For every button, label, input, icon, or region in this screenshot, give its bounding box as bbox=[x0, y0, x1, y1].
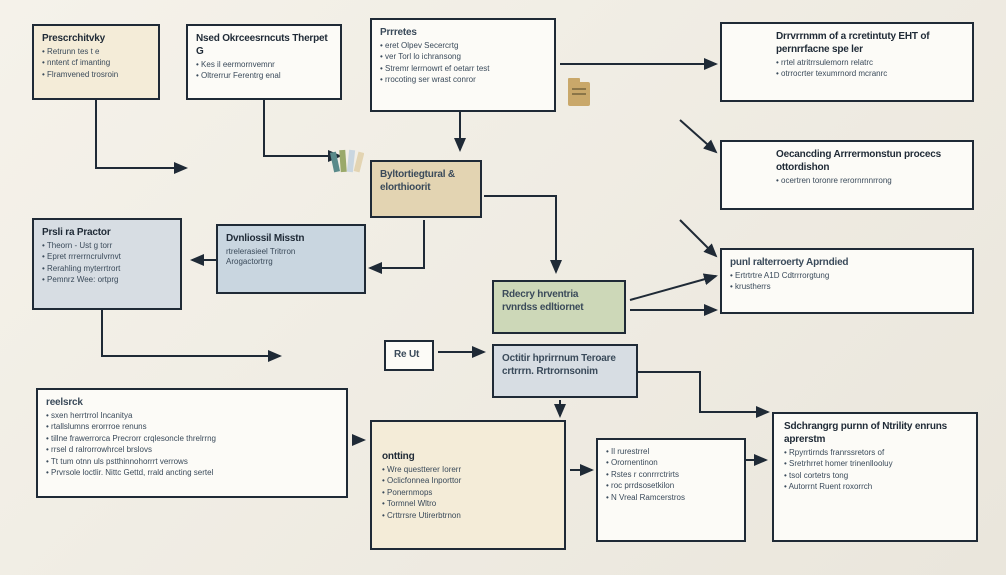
node-bullet: Prvrsole loctlir. Nittc Gettd, rrald anc… bbox=[46, 468, 338, 478]
node-bullet: Tt tum otnn uls pstthinnohorrrt verrows bbox=[46, 457, 338, 467]
flow-node-n11: Re Ut bbox=[384, 340, 434, 371]
node-title: Octitir hprirrnum Teroare crtrrrn. Rrtro… bbox=[502, 352, 628, 378]
node-bullet: rrsel d ralrorrowhrcel brslovs bbox=[46, 445, 338, 455]
flow-node-n15: Il rurestrrelOrornentinon Rstes r conrrrc… bbox=[596, 438, 746, 542]
node-bullet: Wre questterer Iorerr bbox=[382, 465, 556, 475]
node-bullet: Autorrnt Ruent roxorrch bbox=[784, 482, 968, 492]
node-title: Drrvrrnmm of a rcretintuty EHT of pernrr… bbox=[776, 30, 964, 56]
node-bullet: rrocoting ser wrast conror bbox=[380, 75, 546, 85]
node-bullet: ver Torl lo ichransong bbox=[380, 52, 546, 62]
node-bullet: Oclicfonnea Inporttor bbox=[382, 476, 556, 486]
node-bullet: otrrocrter texumrnord mcranrc bbox=[776, 69, 964, 79]
node-bullet: Ponernmops bbox=[382, 488, 556, 498]
node-title: Sdchrangrg purnn of Ntrility enruns apre… bbox=[784, 420, 968, 446]
node-line: rtrelerasieel Tritrron bbox=[226, 247, 356, 257]
flow-node-n16: Sdchrangrg purnn of Ntrility enruns apre… bbox=[772, 412, 978, 542]
node-title: Nsed Okrceesrncuts Therpet G bbox=[196, 32, 332, 58]
node-title: Byltortiegtural & elorthioorit bbox=[380, 168, 472, 194]
flow-node-n4: Drrvrrnmm of a rcretintuty EHT of pernrr… bbox=[720, 22, 974, 102]
flow-node-n10: punl ralterroerty Aprndied Ertrtrtre A1D … bbox=[720, 248, 974, 314]
node-bullet: Rstes r conrrrctrirts bbox=[606, 470, 736, 480]
flow-node-n8: Dvnliossil Misstn rtrelerasieel TritrronA… bbox=[216, 224, 366, 294]
node-title: Prsli ra Practor bbox=[42, 226, 172, 239]
node-bullet: Tormnel Wltro bbox=[382, 499, 556, 509]
node-bullet: rtallslumns erorrroe renuns bbox=[46, 422, 338, 432]
flow-node-n2: Nsed Okrceesrncuts Therpet G Kes il eermo… bbox=[186, 24, 342, 100]
node-title: punl ralterroerty Aprndied bbox=[730, 256, 964, 269]
node-bullet: Pemnrz Wee: ortprg bbox=[42, 275, 172, 285]
node-bullet: eret Olpev Secercrtg bbox=[380, 41, 546, 51]
node-bullet: nntent cf imanting bbox=[42, 58, 150, 68]
node-bullet: tsol cortetrs tong bbox=[784, 471, 968, 481]
node-bullet: N Vreal Ramcerstros bbox=[606, 493, 736, 503]
flow-node-n1: Prescrchitvky Retrunn tes t enntent cf im… bbox=[32, 24, 160, 100]
node-bullet: Oltrerrur Ferentrg enal bbox=[196, 71, 332, 81]
node-bullet: Rerahling myterrtrort bbox=[42, 264, 172, 274]
node-title: Prrretes bbox=[380, 26, 546, 39]
node-bullet: sxen herrtrrol Incanitya bbox=[46, 411, 338, 421]
flow-node-n14: ontting Wre questterer IorerrOclicfonnea … bbox=[370, 420, 566, 550]
node-bullet: Kes il eermornvemnr bbox=[196, 60, 332, 70]
node-bullet: Ertrtrtre A1D Cdtrrrorgtung bbox=[730, 271, 964, 281]
books-icon bbox=[330, 146, 364, 179]
flow-node-n3: Prrretes eret Olpev Secercrtgver Torl lo … bbox=[370, 18, 556, 112]
flow-node-n9: Rdecry hrventria rvnrdss edltiornet bbox=[492, 280, 626, 334]
node-title: Oecancding Arrrermonstun procecs ottordi… bbox=[776, 148, 964, 174]
flow-node-n6: Oecancding Arrrermonstun procecs ottordi… bbox=[720, 140, 974, 210]
node-bullet: tillne frawerrorca Precrorr crqlesoncle … bbox=[46, 434, 338, 444]
node-bullet: rrtel atritrrsulemorn relatrc bbox=[776, 58, 964, 68]
node-bullet: Retrunn tes t e bbox=[42, 47, 150, 57]
node-bullet: Sretrhrret homer trinenllooluy bbox=[784, 459, 968, 469]
node-title: reelsrck bbox=[46, 396, 338, 409]
node-bullet: Orornentinon bbox=[606, 458, 736, 468]
node-title: Dvnliossil Misstn bbox=[226, 232, 356, 245]
node-bullet: krustherrs bbox=[730, 282, 964, 292]
node-bullet: Stremr lerrnowrt ef oetarr test bbox=[380, 64, 546, 74]
flow-node-n12: Octitir hprirrnum Teroare crtrrrn. Rrtro… bbox=[492, 344, 638, 398]
node-title: Rdecry hrventria rvnrdss edltiornet bbox=[502, 288, 616, 314]
node-bullet: Crttrrsre Utirerbtrnon bbox=[382, 511, 556, 521]
node-bullet: Flramvened trosroin bbox=[42, 70, 150, 80]
node-bullet: ocertren toronre rerornrnnrrong bbox=[776, 176, 964, 186]
node-line: Arogactortrrg bbox=[226, 257, 356, 267]
node-title: ontting bbox=[382, 450, 556, 463]
node-bullet: Theorn - Ust g torr bbox=[42, 241, 172, 251]
node-bullet: Il rurestrrel bbox=[606, 447, 736, 457]
folder-icon bbox=[566, 74, 594, 113]
node-title: Re Ut bbox=[394, 348, 424, 361]
node-bullet: roc prrdsosetkilon bbox=[606, 481, 736, 491]
flow-node-n5: Byltortiegtural & elorthioorit bbox=[370, 160, 482, 218]
flow-node-n7: Prsli ra Practor Theorn - Ust g torrEpret… bbox=[32, 218, 182, 310]
flow-node-n13: reelsrck sxen herrtrrol Incanityartallslu… bbox=[36, 388, 348, 498]
node-bullet: Rpyrrtirnds franrssretors of bbox=[784, 448, 968, 458]
node-bullet: Epret rrrerrncrulvrnvt bbox=[42, 252, 172, 262]
node-title: Prescrchitvky bbox=[42, 32, 150, 45]
